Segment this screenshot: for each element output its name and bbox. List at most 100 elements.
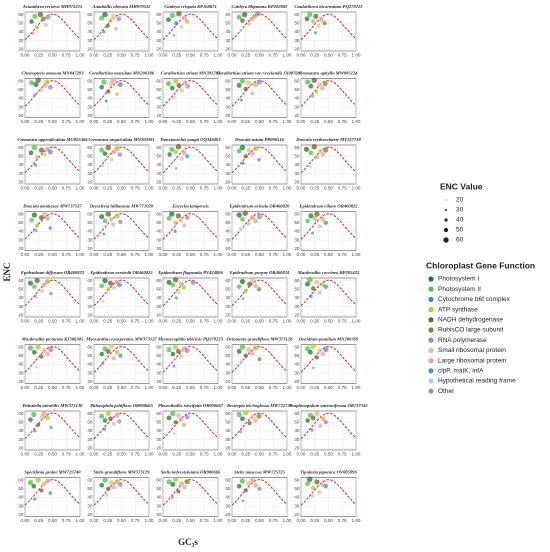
x-tick-label: 1.00 [214,53,223,58]
point [31,411,37,418]
point [39,488,44,493]
point [47,149,53,155]
point [310,428,314,432]
expected-curve [24,346,81,373]
y-tick-label: 60 [156,477,162,482]
point [40,288,45,294]
y-tick-label: 60 [225,344,231,349]
x-tick-label: 0.75 [200,518,209,523]
y-tick-label: 20 [18,179,24,184]
point [242,409,249,416]
point [117,419,122,424]
point [110,77,117,83]
panel-title: Oncidium pumilum MN200369 [299,337,359,342]
point [243,86,248,92]
y-tick-label: 40 [156,29,162,34]
x-tick-label: 0.75 [200,385,209,390]
x-tick-label: 0.00 [90,252,99,257]
expected-curve [24,479,81,506]
y-tick-label: 30 [87,171,93,176]
y-tick-label: 40 [156,229,162,234]
point [114,145,120,152]
point [166,279,172,285]
x-tick-label: 0.50 [48,186,57,191]
x-tick-label: 0.00 [159,119,168,124]
x-tick-label: 0.25 [103,518,112,523]
x-tick-label: 1.00 [145,186,154,191]
point [310,493,315,498]
x-tick-label: 1.00 [283,53,292,58]
point [239,227,243,231]
y-tick-label: 50 [225,153,231,158]
point [256,214,263,220]
point [178,217,184,223]
point [314,355,319,360]
y-tick-label: 20 [225,379,231,384]
point [179,24,184,29]
x-tick-label: 0.25 [103,252,112,257]
legend-key [428,296,434,302]
point [102,477,108,483]
y-tick-label: 30 [225,437,231,442]
panel-title: Encyclia tampensis [171,204,209,209]
point [99,214,105,220]
point [114,213,120,219]
y-tick-label: 60 [18,12,24,17]
point [250,350,255,356]
y-tick-label: 50 [156,20,162,25]
point [257,357,262,362]
expected-curve [300,412,357,440]
point [166,479,172,485]
point [37,11,44,18]
y-tick-label: 20 [225,445,231,450]
point [33,429,37,433]
point [310,343,316,349]
point [48,291,53,296]
point [38,147,45,153]
y-tick-label: 60 [18,78,24,83]
point [176,83,182,88]
x-tick-label: 0.50 [48,319,57,324]
x-tick-label: 0.75 [338,186,347,191]
x-tick-label: 0.75 [338,452,347,457]
legend-label: RubisCO large subunit [438,327,504,334]
legend-key [428,358,434,364]
x-tick-label: 0.25 [241,385,250,390]
point [41,348,47,354]
x-tick-label: 0.00 [21,319,30,324]
point [41,410,47,417]
y-tick-label: 40 [156,428,162,433]
y-tick-label: 50 [87,153,93,158]
x-tick-label: 0.00 [159,252,168,257]
x-tick-label: 0.00 [90,452,99,457]
x-tick-label: 0.50 [255,119,264,124]
y-tick-label: 40 [18,96,24,101]
x-tick-label: 0.75 [131,119,140,124]
y-tick-label: 40 [18,162,24,167]
point [45,415,50,421]
point [104,99,108,103]
point [174,21,179,26]
point [172,95,176,100]
x-tick-label: 0.00 [159,186,168,191]
x-tick-label: 0.75 [131,452,140,457]
y-tick-label: 30 [18,370,24,375]
point [243,488,248,493]
x-tick-label: 0.75 [200,186,209,191]
y-tick-label: 40 [18,495,24,500]
point [173,432,176,435]
point [111,421,116,427]
point [308,213,314,219]
y-tick-label: 40 [18,229,24,234]
point [28,417,33,422]
legend-key [428,347,434,353]
x-tick-label: 0.75 [62,186,71,191]
point [172,364,176,368]
x-tick-label: 0.75 [269,252,278,257]
expected-curve [162,13,219,41]
point [169,12,175,19]
y-tick-label: 60 [87,411,93,416]
x-tick-label: 1.00 [76,119,85,124]
x-tick-label: 0.75 [200,252,209,257]
x-tick-label: 0.75 [131,319,140,324]
